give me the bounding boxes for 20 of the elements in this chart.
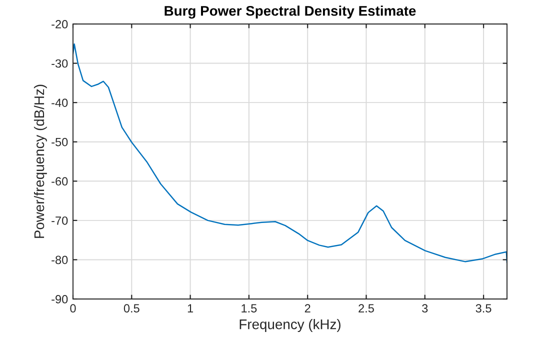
x-tick-label: 0 — [70, 304, 76, 313]
y-tick-label: -50 — [52, 138, 68, 146]
x-tick-label: 1 — [188, 304, 194, 312]
y-tick-label: -40 — [52, 98, 68, 107]
x-tick-label: 2.5 — [358, 304, 374, 313]
y-tick-label: -90 — [52, 295, 68, 304]
x-tick-label: 2 — [304, 304, 310, 312]
y-tick-label: -30 — [52, 59, 68, 68]
y-tick-label: -80 — [52, 256, 68, 264]
y-tick-label: -60 — [52, 177, 68, 186]
y-tick-label: -20 — [52, 20, 68, 28]
x-tick-label: 0.5 — [124, 304, 140, 313]
x-tick-label: 3 — [422, 304, 428, 313]
chart-title: Burg Power Spectral Density Estimate — [164, 6, 416, 19]
y-tick-label: -70 — [52, 216, 68, 225]
x-tick-label: 3.5 — [476, 304, 492, 313]
y-axis-title: Power/frequency (dB/Hz) — [34, 84, 47, 238]
x-tick-label: 1.5 — [242, 304, 257, 313]
line-series — [73, 43, 507, 264]
x-axis-title: Frequency (kHz) — [240, 319, 340, 332]
